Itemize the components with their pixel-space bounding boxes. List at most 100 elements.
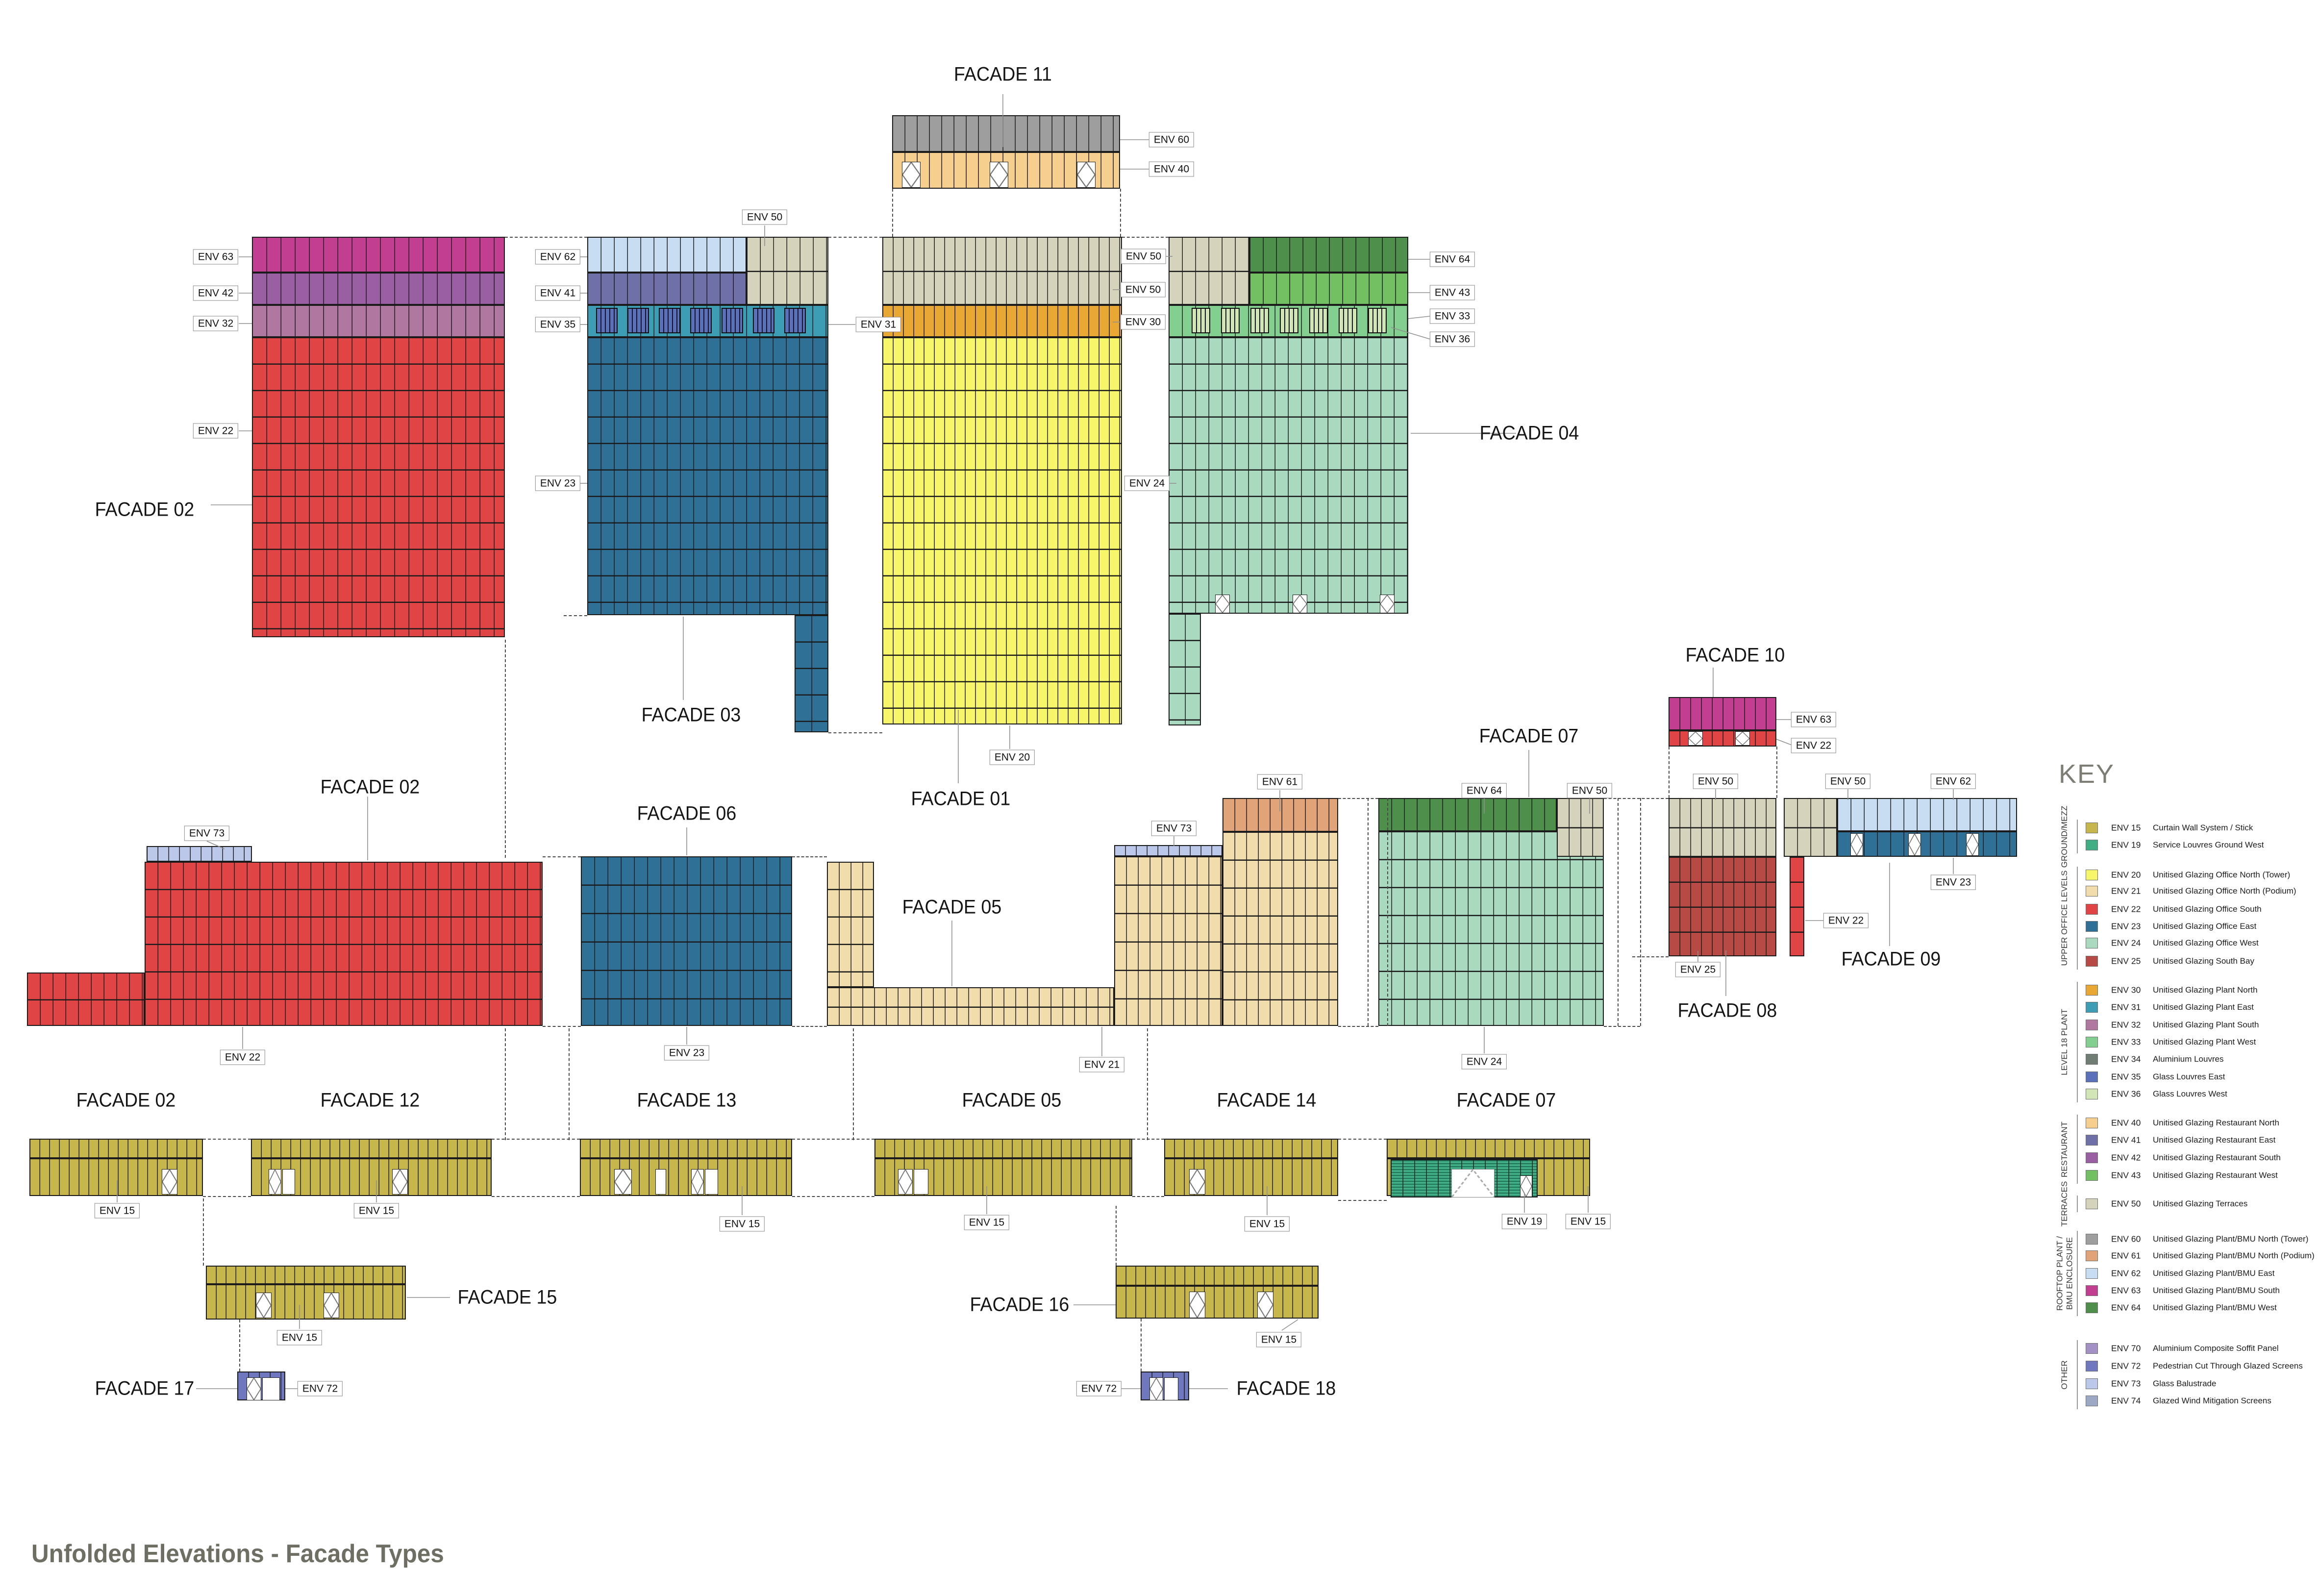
facade-title: FACADE 02 (320, 776, 420, 798)
door-icon (705, 1169, 718, 1195)
key-env-description: Glazed Wind Mitigation Screens (2153, 1396, 2271, 1405)
env-label: ENV 31 (855, 317, 901, 332)
key-env-code: ENV 40 (2111, 1118, 2141, 1128)
key-env-description: Curtain Wall System / Stick (2153, 823, 2253, 832)
facade-title: FACADE 11 (954, 63, 1052, 85)
dashed-guide-line (1669, 747, 1670, 798)
env-label: ENV 15 (719, 1216, 765, 1232)
env-label: ENV 73 (184, 825, 230, 841)
dashed-guide-line (1632, 956, 1669, 957)
door-icon (614, 1169, 632, 1195)
facade02-top-env63 (252, 237, 505, 273)
facade05-valley-floor (827, 987, 1114, 1026)
key-group-side-label: TERRACES (2060, 1181, 2069, 1227)
env-label: ENV 32 (193, 316, 239, 331)
facade07-mid-env50 (1557, 798, 1604, 857)
facade-title: FACADE 15 (457, 1286, 557, 1308)
facade09-env62 (1837, 798, 2017, 831)
door-icon (247, 1377, 261, 1400)
dashed-guide-line (1122, 237, 1169, 238)
env-label: ENV 73 (1151, 821, 1197, 836)
facade07-mid-env64 (1378, 798, 1557, 831)
dashed-guide-line (892, 189, 893, 237)
key-group-rule (2077, 1340, 2078, 1409)
dashed-guide-line (792, 1196, 874, 1197)
facade-title: FACADE 17 (95, 1377, 195, 1399)
key-env-code: ENV 24 (2111, 938, 2141, 948)
key-env-description: Unitised Glazing Plant/BMU North (Podium… (2153, 1251, 2315, 1260)
facade01-env50 (882, 237, 1122, 305)
env-label: ENV 35 (535, 317, 581, 332)
key-group-side-label: ROOFTOP PLANT / BMU ENCLOSURE (2055, 1236, 2074, 1311)
dashed-guide-line (203, 1139, 251, 1140)
facade-title: FACADE 05 (902, 896, 1002, 918)
key-env-description: Unitised Glazing Plant/BMU South (2153, 1286, 2280, 1295)
facade02-mid-right (145, 862, 543, 1026)
env-label: ENV 43 (1429, 285, 1475, 300)
key-env-description: Service Louvres Ground West (2153, 840, 2264, 849)
door-icon (902, 162, 921, 188)
key-group-rule (2077, 820, 2078, 853)
env-label: ENV 42 (193, 285, 239, 301)
key-color-chip (2086, 1118, 2098, 1128)
dashed-guide-line (492, 1196, 580, 1197)
facade02-strip-r1 (29, 1139, 203, 1158)
dashed-guide-line (1640, 798, 1641, 1026)
door-icon (990, 162, 1008, 188)
key-env-code: ENV 15 (2111, 823, 2141, 833)
key-color-chip (2086, 1396, 2098, 1406)
key-color-chip (2086, 1343, 2098, 1354)
facade14-env61 (1222, 798, 1338, 832)
dashed-guide-line (1604, 798, 1669, 799)
facade03-env23-column (795, 615, 828, 732)
key-color-chip (2086, 938, 2098, 948)
facade02-top-env42 (252, 273, 505, 305)
key-env-code: ENV 34 (2111, 1054, 2141, 1064)
env36-louvre (1368, 308, 1387, 333)
facade02-mid-env73 (147, 846, 252, 862)
key-color-chip (2086, 1302, 2098, 1313)
dashed-guide-line (1147, 1028, 1148, 1140)
key-color-chip (2086, 823, 2098, 833)
facade-title: FACADE 16 (970, 1294, 1070, 1316)
dashed-guide-line (1618, 798, 1619, 1026)
facade04-env24-column (1169, 614, 1201, 725)
env-label: ENV 64 (1429, 251, 1475, 267)
env35-louvre (722, 308, 743, 333)
env36-louvre (1309, 308, 1328, 333)
door-icon (1189, 1292, 1205, 1318)
key-color-chip (2086, 870, 2098, 880)
env-label: ENV 61 (1257, 774, 1303, 790)
key-env-description: Unitised Glazing Restaurant East (2153, 1135, 2276, 1145)
key-env-code: ENV 23 (2111, 921, 2141, 931)
key-env-code: ENV 41 (2111, 1135, 2141, 1145)
key-group-side-label: OTHER (2060, 1360, 2069, 1390)
env35-louvre (627, 308, 649, 333)
dashed-guide-line (853, 1028, 854, 1140)
env35-louvre (784, 308, 806, 333)
key-env-code: ENV 25 (2111, 956, 2141, 966)
env-label: ENV 50 (1120, 282, 1166, 298)
door-icon (392, 1169, 408, 1195)
facade14-strip-r1 (1164, 1139, 1338, 1158)
dashed-guide-line (505, 1028, 506, 1140)
dashed-guide-line (239, 1320, 240, 1372)
door-icon (1380, 595, 1395, 613)
dashed-guide-line (1387, 798, 1388, 1026)
facade07-strip-r1 (1387, 1139, 1590, 1158)
key-group-rule (2077, 1196, 2078, 1212)
facade10-env22 (1669, 730, 1776, 747)
facade16-strip-r1 (1116, 1266, 1319, 1286)
dashed-guide-line (203, 1198, 204, 1266)
env-label: ENV 41 (535, 285, 581, 301)
dashed-guide-line (492, 1139, 580, 1140)
facade03-env41 (587, 273, 747, 305)
key-group-rule (2077, 982, 2078, 1102)
facade-title: FACADE 14 (1217, 1089, 1317, 1111)
key-color-chip (2086, 1234, 2098, 1245)
env-label: ENV 25 (1675, 962, 1721, 977)
env-label: ENV 15 (94, 1203, 140, 1219)
env-label: ENV 19 (1501, 1214, 1547, 1229)
env-label: ENV 15 (1244, 1216, 1290, 1232)
key-env-description: Glass Balustrade (2153, 1379, 2217, 1388)
